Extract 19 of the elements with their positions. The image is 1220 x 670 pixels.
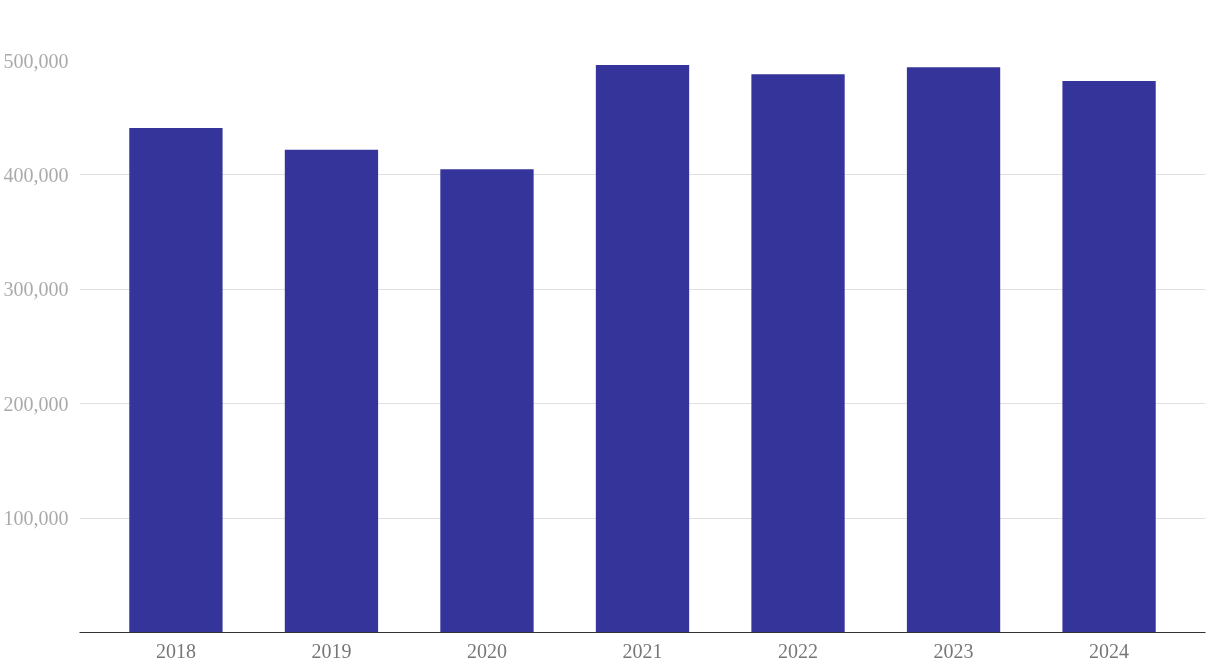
bar [1062, 81, 1156, 633]
x-tick-label: 2024 [1089, 639, 1130, 662]
bar [906, 67, 1001, 633]
y-tick-label: 500,000 [3, 49, 69, 72]
y-tick-label: 300,000 [3, 278, 69, 301]
bar [440, 169, 534, 633]
y-tick-label: 200,000 [3, 392, 69, 415]
y-tick-label: 400,000 [3, 163, 69, 186]
bar [129, 128, 223, 633]
x-tick-label: 2022 [778, 639, 819, 662]
bar [284, 149, 379, 633]
x-tick-label: 2019 [311, 639, 352, 662]
y-tick-label: 100,000 [3, 507, 69, 530]
x-tick-label: 2018 [155, 639, 196, 662]
x-tick-label: 2021 [622, 639, 663, 662]
bar [751, 74, 845, 633]
x-tick-label: 2023 [933, 639, 974, 662]
x-tick-label: 2020 [466, 639, 507, 662]
bar [595, 65, 690, 633]
